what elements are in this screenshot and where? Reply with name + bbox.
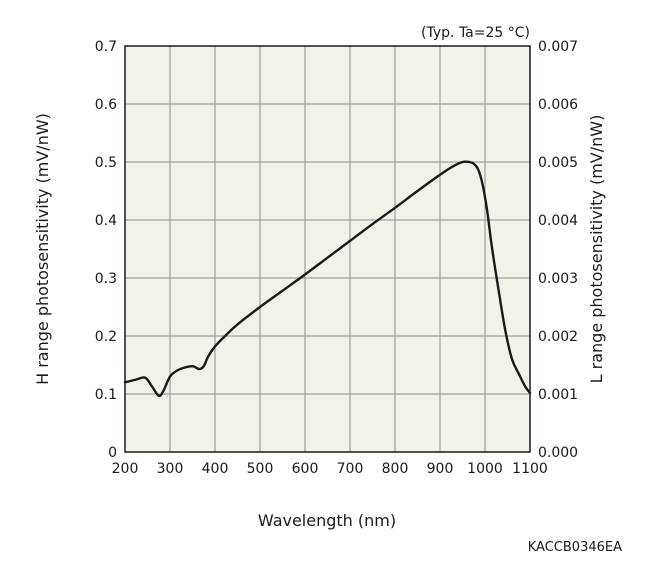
figure-code: KACCB0346EA bbox=[528, 540, 622, 555]
y-tick-label-right: 0.007 bbox=[538, 39, 578, 55]
y-tick-label-right: 0.002 bbox=[538, 329, 578, 345]
y-tick-label-left: 0.4 bbox=[95, 213, 117, 229]
tick-labels: 200 300 400 500 600 700 800 900 1000 1100 0 0.000 0.… bbox=[95, 39, 578, 477]
plot-frame bbox=[124, 45, 531, 453]
photosensitivity-curve bbox=[123, 160, 532, 398]
y-tick-label-right: 0.006 bbox=[538, 97, 578, 113]
y-tick-label-right: 0.001 bbox=[538, 387, 578, 403]
y-tick-label-left: 0.6 bbox=[95, 97, 117, 113]
x-tick-label: 200 bbox=[112, 461, 139, 477]
x-tick-label: 800 bbox=[382, 461, 409, 477]
x-axis-title: Wavelength (nm) bbox=[258, 511, 396, 530]
y-tick-label-left: 0.7 bbox=[95, 39, 117, 55]
x-tick-label: 400 bbox=[202, 461, 229, 477]
y-tick-label-left: 0.2 bbox=[95, 329, 117, 345]
x-tick-label: 1100 bbox=[512, 461, 548, 477]
plot-area bbox=[125, 46, 530, 452]
x-tick-label: 700 bbox=[337, 461, 364, 477]
x-tick-label: 500 bbox=[247, 461, 274, 477]
y-tick-label-left: 0 bbox=[108, 445, 117, 461]
y-axis-title-left: H range photosensitivity (mV/nW) bbox=[33, 113, 52, 385]
y-axis-title-right: L range photosensitivity (mV/nW) bbox=[587, 115, 606, 384]
x-tick-label: 1000 bbox=[467, 461, 503, 477]
y-tick-label-right: 0.000 bbox=[538, 445, 578, 461]
y-tick-label-left: 0.5 bbox=[95, 155, 117, 171]
y-tick-label-right: 0.004 bbox=[538, 213, 578, 229]
y-tick-label-left: 0.1 bbox=[95, 387, 117, 403]
condition-note: (Typ. Ta=25 °C) bbox=[421, 25, 530, 41]
x-tick-label: 600 bbox=[292, 461, 319, 477]
y-tick-label-right: 0.005 bbox=[538, 155, 578, 171]
y-tick-label-left: 0.3 bbox=[95, 271, 117, 287]
y-tick-label-right: 0.003 bbox=[538, 271, 578, 287]
x-tick-label: 300 bbox=[157, 461, 184, 477]
x-tick-label: 900 bbox=[427, 461, 454, 477]
